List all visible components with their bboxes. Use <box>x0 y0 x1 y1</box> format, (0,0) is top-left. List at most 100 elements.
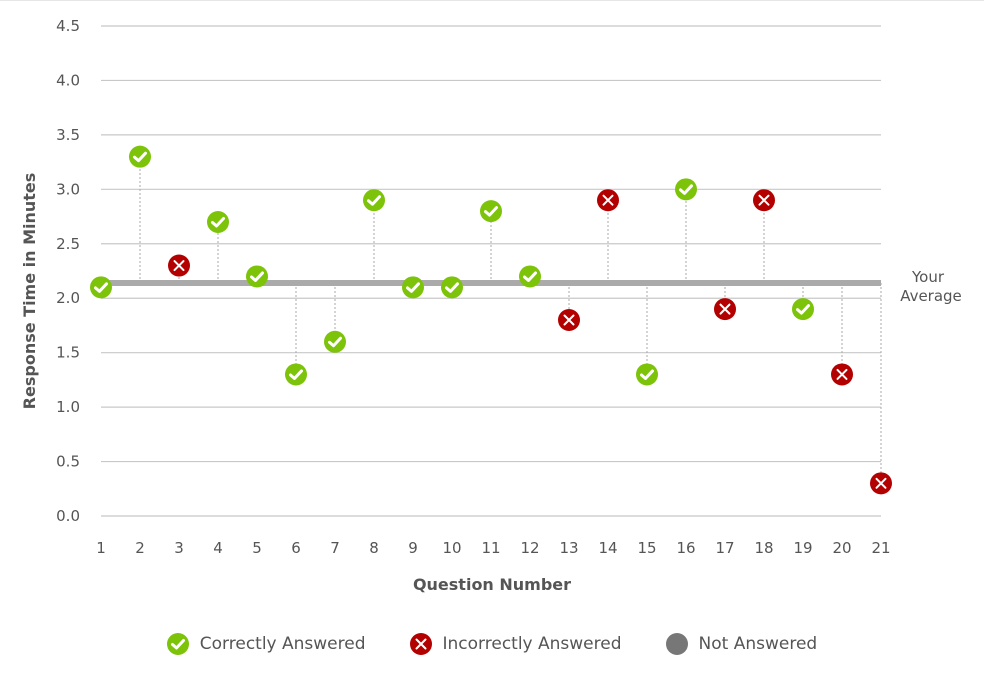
y-tick-label: 2.0 <box>56 289 80 307</box>
y-tick-label: 2.5 <box>56 235 80 253</box>
incorrect-point <box>870 472 892 495</box>
x-tick-label: 15 <box>637 539 656 557</box>
correct-point <box>675 178 697 201</box>
check-icon <box>133 151 147 163</box>
point-marker <box>441 276 463 299</box>
x-tick-label: 11 <box>481 539 500 557</box>
point-marker <box>90 276 112 299</box>
correct-point <box>246 265 268 288</box>
point-marker <box>402 276 424 299</box>
x-tick-label: 7 <box>330 539 340 557</box>
x-tick-label: 19 <box>793 539 812 557</box>
check-icon <box>445 282 459 293</box>
check-icon <box>484 206 498 217</box>
correct-point <box>285 363 307 386</box>
x-tick-label: 18 <box>754 539 773 557</box>
gray-dot-icon <box>665 633 688 655</box>
correct-point <box>636 363 658 386</box>
correct-point <box>441 276 463 299</box>
x-tick-label: 3 <box>174 539 184 557</box>
y-tick-label: 0.5 <box>56 453 80 471</box>
y-axis-title: Response Time in Minutes <box>20 173 39 410</box>
point-marker <box>480 200 502 223</box>
correct-point <box>324 330 346 353</box>
incorrect-point <box>831 363 853 386</box>
incorrect-point <box>597 189 619 212</box>
x-tick-label: 13 <box>559 539 578 557</box>
x-axis-title: Question Number <box>413 575 571 594</box>
x-tick-label: 8 <box>369 539 379 557</box>
check-icon <box>94 282 108 293</box>
x-icon <box>719 303 731 315</box>
x-tick-label: 4 <box>213 539 223 557</box>
incorrect-point <box>714 298 736 321</box>
average-label: Your <box>911 268 945 286</box>
x-tick-label: 2 <box>135 539 145 557</box>
point-marker <box>285 363 307 386</box>
correct-point <box>363 189 385 212</box>
check-icon <box>367 195 381 206</box>
x-tick-label: 6 <box>291 539 301 557</box>
point-marker <box>519 265 541 288</box>
check-icon <box>250 271 264 282</box>
point-marker <box>324 330 346 353</box>
legend-label: Correctly Answered <box>199 634 366 654</box>
y-tick-label: 1.5 <box>56 344 80 362</box>
correct-point <box>402 276 424 299</box>
y-tick-label: 3.0 <box>56 180 80 198</box>
legend-incorrect: Incorrectly Answered <box>409 633 622 655</box>
legend-label: Incorrectly Answered <box>442 634 622 654</box>
point-marker <box>675 178 697 201</box>
x-tick-label: 1 <box>96 539 106 557</box>
correct-point <box>129 145 151 168</box>
y-tick-label: 3.5 <box>56 126 80 144</box>
incorrect-point <box>753 189 775 212</box>
y-tick-label: 4.5 <box>56 17 80 35</box>
x-tick-label: 5 <box>252 539 262 557</box>
x-tick-label: 20 <box>832 539 851 557</box>
x-tick-label: 12 <box>520 539 539 557</box>
legend-not-answered: Not Answered <box>665 633 818 655</box>
point-marker <box>792 298 814 321</box>
correct-point <box>519 265 541 288</box>
average-label: Average <box>900 287 962 305</box>
legend-label: Not Answered <box>698 634 818 654</box>
x-tick-label: 9 <box>408 539 418 557</box>
point-marker <box>636 363 658 386</box>
incorrect-point <box>168 254 190 277</box>
correct-point <box>207 211 229 233</box>
check-icon <box>679 184 693 195</box>
correct-point <box>480 200 502 223</box>
incorrect-point <box>558 309 580 331</box>
x-icon <box>409 633 432 655</box>
check-icon <box>640 369 654 380</box>
y-tick-label: 4.0 <box>56 71 80 89</box>
x-icon <box>563 314 575 326</box>
chart-svg: 0.00.51.01.52.02.53.03.54.04.51 2 3 4 5 6 7 8 9 1… <box>20 17 962 594</box>
y-tick-label: 1.0 <box>56 398 80 416</box>
x-tick-label: 17 <box>715 539 734 557</box>
check-icon <box>211 217 225 228</box>
legend-correct: Correctly Answered <box>166 633 366 655</box>
x-tick-label: 14 <box>598 539 617 557</box>
check-icon <box>289 369 303 380</box>
x-icon <box>875 477 887 489</box>
point-marker <box>246 265 268 288</box>
x-icon <box>758 194 770 206</box>
x-icon <box>602 194 614 206</box>
check-icon <box>796 304 810 315</box>
y-tick-label: 0.0 <box>56 507 80 525</box>
correct-point <box>90 276 112 299</box>
check-icon <box>328 336 342 348</box>
correct-point <box>792 298 814 321</box>
check-icon <box>166 633 189 655</box>
legend: Correctly Answered Incorrectly Answered … <box>0 633 984 655</box>
check-icon <box>523 271 537 282</box>
x-icon <box>173 260 185 272</box>
x-icon <box>836 368 848 380</box>
point-marker <box>363 189 385 212</box>
x-tick-label: 10 <box>442 539 461 557</box>
x-tick-label: 21 <box>871 539 890 557</box>
point-marker <box>207 211 229 233</box>
